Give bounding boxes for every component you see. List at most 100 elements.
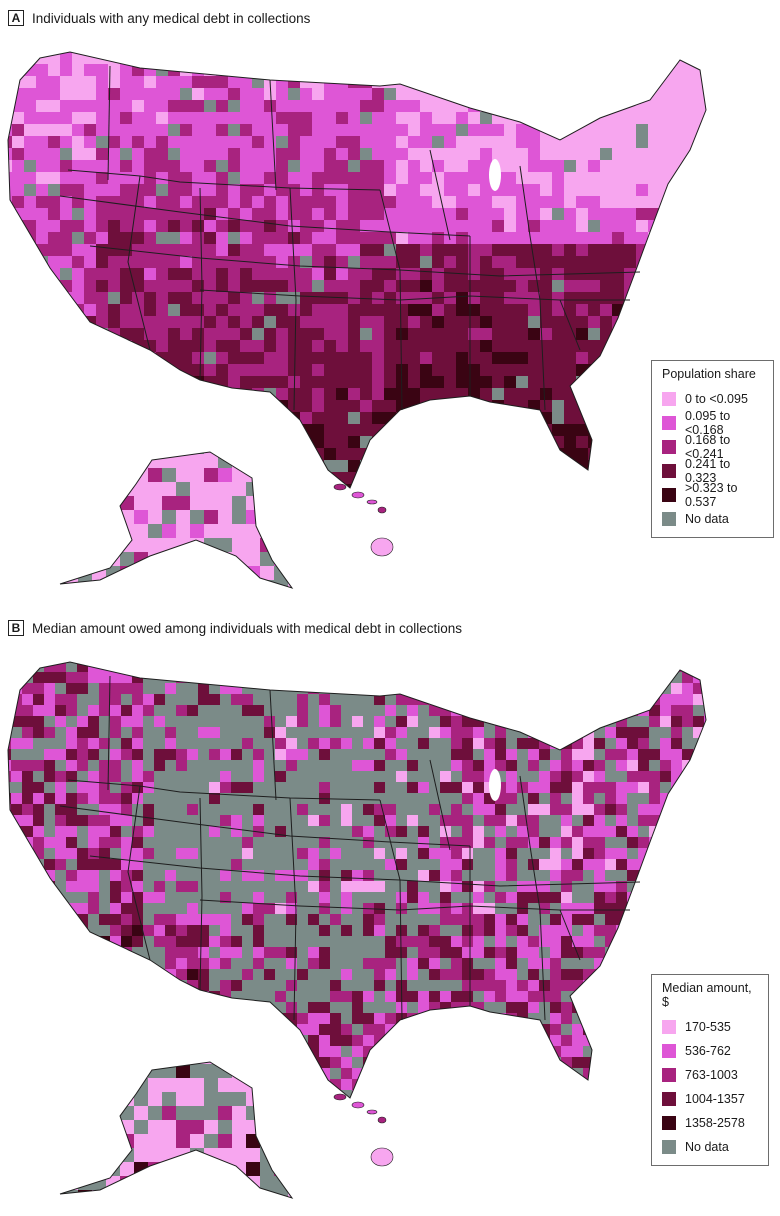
county-cell [33, 958, 55, 980]
county-cell [539, 683, 561, 705]
county-cell [624, 64, 636, 88]
county-cell [134, 580, 148, 588]
county-cell [99, 1035, 121, 1046]
county-cell [704, 870, 706, 881]
county-cell [48, 340, 72, 364]
county-cell [492, 148, 504, 160]
county-cell [432, 172, 444, 184]
county-cell [660, 738, 671, 749]
county-cell [504, 64, 528, 88]
county-cell [456, 412, 480, 424]
county-cell [600, 340, 624, 364]
county-cell [473, 837, 484, 848]
county-cell [372, 220, 384, 232]
county-cell [704, 738, 706, 749]
county-cell [704, 815, 706, 837]
county-cell [143, 1002, 165, 1024]
county-cell [84, 328, 108, 352]
county-cell [132, 352, 156, 376]
county-cell [72, 484, 96, 488]
county-cell [440, 662, 462, 672]
county-cell [348, 388, 360, 400]
county-cell [240, 424, 264, 448]
county-cell [204, 552, 218, 566]
county-cell [190, 566, 218, 580]
county-cell [8, 683, 22, 694]
county-cell [60, 496, 84, 508]
county-cell [44, 1013, 55, 1024]
county-cell [288, 538, 292, 552]
county-cell [297, 650, 319, 661]
county-cell [616, 1035, 638, 1057]
county-cell [504, 172, 516, 184]
county-cell [418, 980, 429, 991]
county-cell [36, 328, 60, 352]
county-cell [88, 837, 99, 848]
county-cell [60, 124, 72, 136]
county-cell [444, 436, 468, 460]
county-cell [132, 88, 144, 100]
county-cell [228, 64, 252, 76]
county-cell [231, 1046, 253, 1068]
county-cell [528, 716, 539, 727]
county-cell [218, 452, 246, 454]
county-cell [228, 52, 240, 64]
county-cell [456, 460, 468, 472]
county-cell [8, 870, 22, 881]
county-cell [600, 496, 624, 508]
county-cell [528, 52, 540, 64]
county-cell [144, 364, 156, 376]
county-cell [418, 892, 429, 903]
county-cell [144, 148, 156, 160]
county-cell [231, 1035, 253, 1057]
county-cell [684, 328, 706, 352]
county-cell [495, 683, 517, 705]
county-cell [246, 566, 260, 588]
county-cell [24, 304, 36, 316]
county-cell [48, 472, 72, 484]
county-cell [648, 52, 660, 64]
county-cell [108, 436, 120, 460]
county-cell [154, 1046, 176, 1057]
county-cell [504, 124, 516, 136]
county-cell [561, 662, 572, 672]
county-cell [8, 903, 22, 925]
county-cell [480, 268, 492, 280]
county-cell [60, 340, 84, 364]
county-cell [682, 837, 693, 848]
county-cell [8, 400, 12, 424]
county-cell [11, 848, 33, 859]
county-cell [106, 468, 134, 482]
county-cell [638, 672, 660, 683]
county-cell [360, 52, 372, 64]
county-cell [55, 1002, 66, 1024]
county-cell [561, 958, 572, 969]
county-cell [715, 749, 737, 771]
county-cell [324, 196, 336, 208]
county-cell [60, 436, 72, 448]
county-cell [363, 804, 374, 815]
county-cell [72, 496, 84, 508]
county-cell [216, 52, 240, 64]
county-cell [121, 991, 143, 1013]
county-cell [696, 328, 706, 352]
county-cell [253, 727, 264, 738]
county-cell [92, 454, 120, 468]
county-cell [638, 881, 649, 903]
county-cell [440, 1013, 451, 1024]
county-cell [594, 749, 605, 760]
county-cell [468, 436, 480, 460]
county-cell [492, 304, 504, 316]
county-cell [64, 594, 92, 605]
county-cell [429, 749, 440, 760]
county-cell [363, 1013, 374, 1024]
county-cell [297, 881, 308, 892]
county-cell [55, 914, 77, 925]
county-cell [276, 484, 300, 488]
county-cell [704, 848, 706, 870]
county-cell [324, 340, 336, 352]
county-cell [165, 1024, 187, 1035]
legend-label: No data [685, 512, 729, 526]
county-cell [451, 793, 462, 804]
county-cell [72, 364, 96, 388]
